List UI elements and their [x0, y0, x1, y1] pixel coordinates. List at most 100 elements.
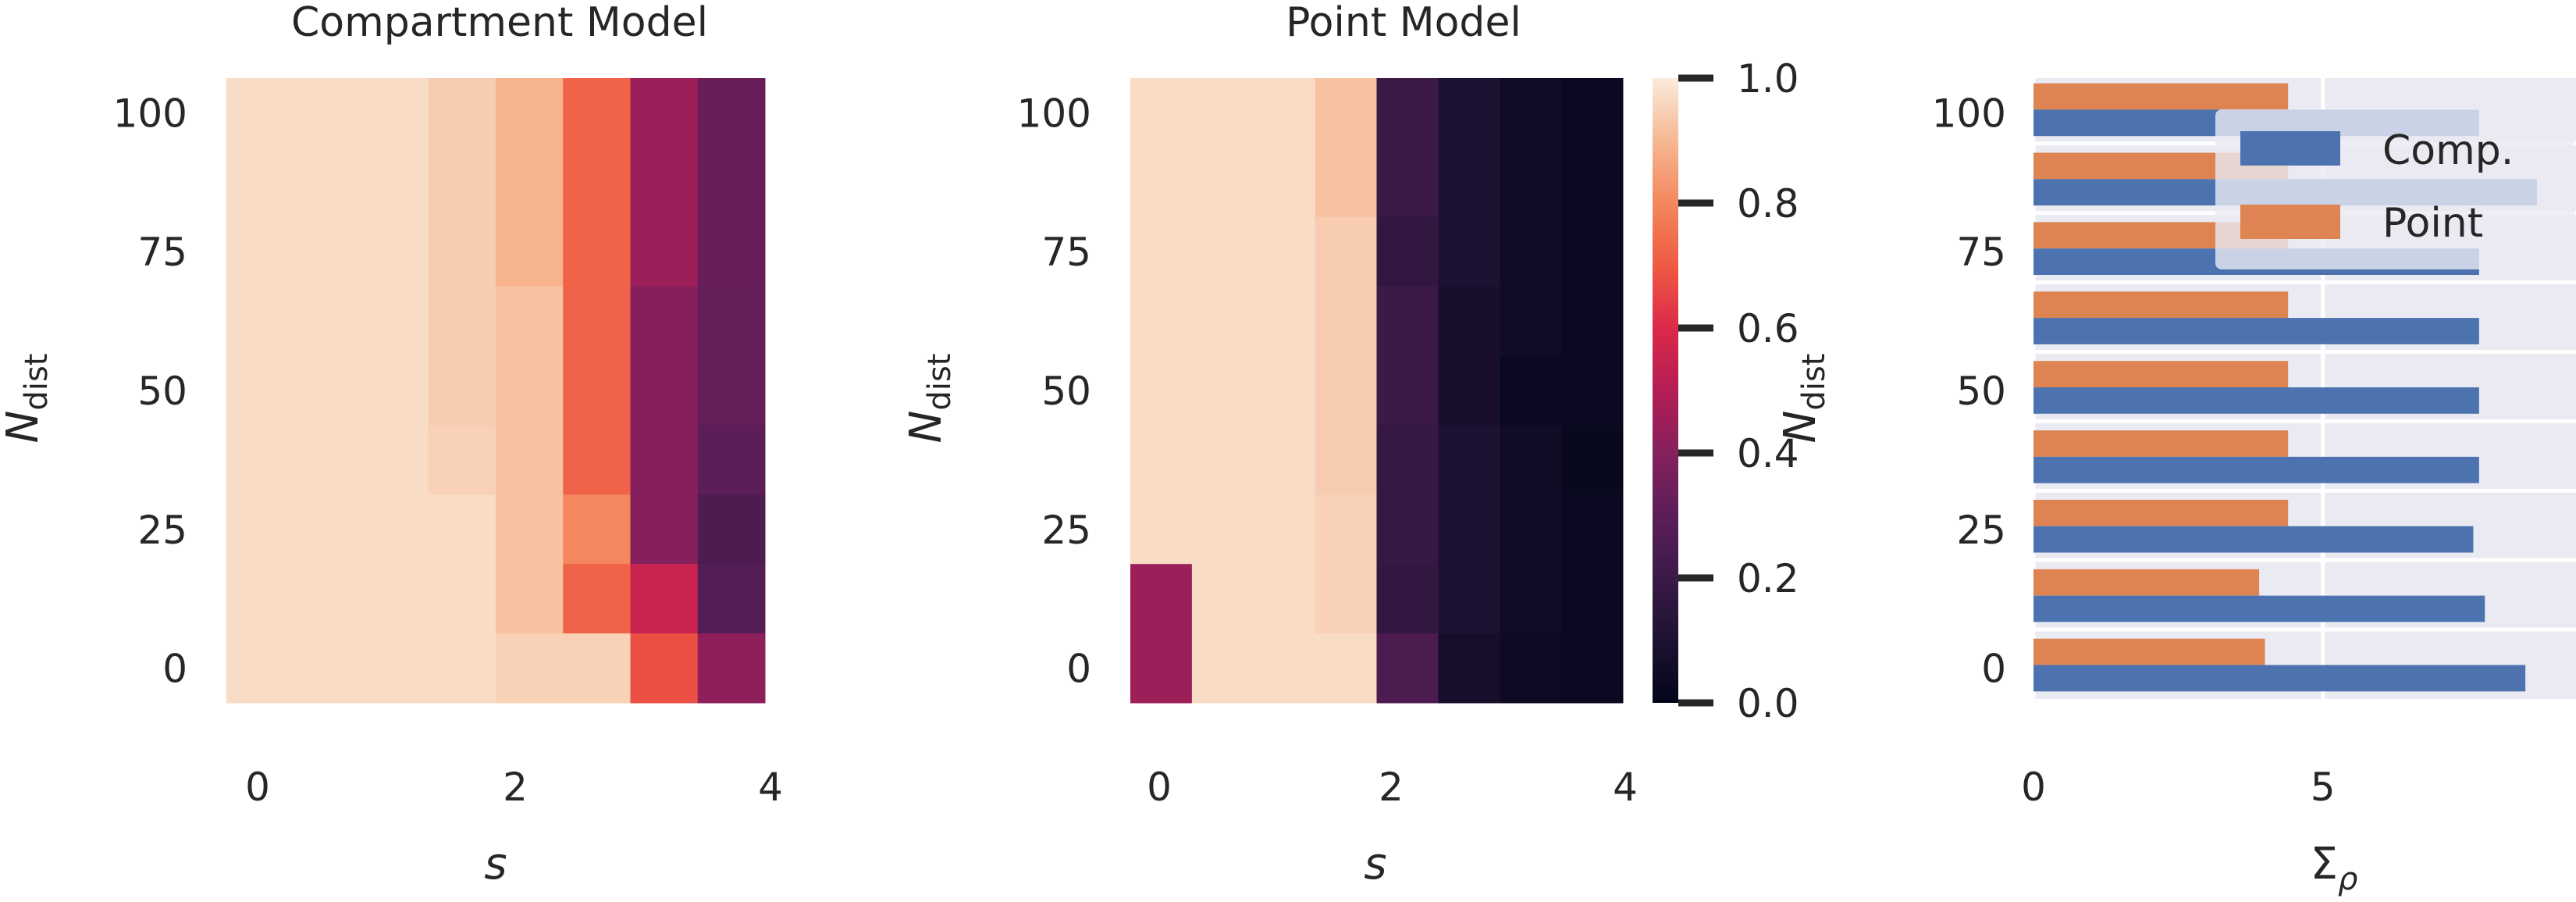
- heatmap-cell: [1130, 286, 1193, 357]
- heatmap-cell: [1376, 633, 1439, 704]
- bar-point: [2033, 569, 2260, 596]
- bar-point: [2033, 638, 2265, 665]
- heatmap-cell: [1315, 286, 1377, 357]
- heatmap-cell: [563, 355, 631, 426]
- heatmap-cell: [226, 633, 294, 704]
- heatmap-cell: [630, 425, 699, 495]
- heatmap-cell: [563, 286, 631, 357]
- bar-comp: [2033, 595, 2485, 622]
- colorbar-tick-label: 0.6: [1737, 306, 1799, 351]
- heatmap-cell: [294, 564, 361, 634]
- colorbar-tick-label: 0.4: [1737, 431, 1799, 476]
- compartment-x-label: s: [484, 839, 507, 890]
- x-tick-label: 0: [2021, 765, 2046, 810]
- legend-label-point: Point: [2382, 200, 2483, 247]
- heatmap-cell: [1561, 494, 1624, 565]
- heatmap-cell: [1130, 355, 1193, 426]
- x-tick-label: 0: [1147, 765, 1172, 810]
- heatmap-cell: [563, 425, 631, 495]
- bar-x-label: Σρ: [2311, 839, 2358, 897]
- svg-text:Ndist: Ndist: [901, 354, 958, 444]
- heatmap-cell: [1500, 355, 1562, 426]
- heatmap-cell: [1253, 216, 1316, 287]
- legend-swatch-point: [2240, 205, 2340, 239]
- point-y-ticks: 0 25 50 75 100: [1017, 91, 1091, 691]
- point-x-ticks: 0 2 4: [1147, 765, 1638, 810]
- heatmap-cell: [428, 633, 496, 704]
- heatmap-cell: [630, 494, 699, 565]
- heatmap-cell: [294, 147, 361, 218]
- heatmap-cell: [697, 425, 766, 495]
- heatmap-cell: [1130, 78, 1193, 148]
- bar-comp: [2033, 526, 2474, 553]
- heatmap-cell: [1500, 147, 1562, 218]
- bar-comp: [2033, 387, 2479, 414]
- y-tick-label: 100: [113, 91, 187, 136]
- heatmap-cell: [226, 147, 294, 218]
- heatmap-cell: [563, 147, 631, 218]
- heatmap-cell: [630, 564, 699, 634]
- heatmap-cell: [496, 564, 564, 634]
- heatmap-cell: [1253, 147, 1316, 218]
- bar-y-label: Ndist: [1775, 354, 1832, 444]
- y-tick-label: 50: [1956, 369, 2006, 414]
- y-tick-label: 100: [1932, 91, 2006, 136]
- compartment-y-label: Ndist: [0, 354, 55, 444]
- heatmap-cell: [630, 78, 699, 148]
- heatmap-cell: [428, 355, 496, 426]
- heatmap-cell: [496, 494, 564, 565]
- heatmap-cell: [697, 355, 766, 426]
- heatmap-cell: [361, 355, 429, 426]
- colorbar-tick-label: 0.2: [1737, 556, 1799, 601]
- y-tick-label: 0: [1066, 647, 1091, 692]
- legend-label-comp: Comp.: [2382, 127, 2514, 174]
- heatmap-cell: [428, 147, 496, 218]
- colorbar-tick-label: 1.0: [1737, 56, 1799, 102]
- heatmap-cell: [226, 494, 294, 565]
- compartment-x-ticks: 0 2 4: [245, 765, 783, 810]
- heatmap-cell: [630, 355, 699, 426]
- heatmap-cell: [361, 494, 429, 565]
- heatmap-cell: [1130, 216, 1193, 287]
- heatmap-cell: [1438, 564, 1500, 634]
- heatmap-cell: [1315, 147, 1377, 218]
- heatmap-cell: [1438, 216, 1500, 287]
- heatmap-cell: [428, 216, 496, 287]
- y-tick-label: 25: [1041, 508, 1091, 553]
- heatmap-cell: [1561, 425, 1624, 495]
- heatmap-cell: [1500, 494, 1562, 565]
- colorbar: [1653, 78, 1678, 703]
- heatmap-cell: [1191, 425, 1254, 495]
- heatmap-cell: [1561, 78, 1624, 148]
- heatmap-cell: [496, 78, 564, 148]
- svg-text:Ndist: Ndist: [0, 354, 55, 444]
- heatmap-cell: [1561, 216, 1624, 287]
- y-tick-label: 50: [1041, 369, 1091, 414]
- point-heatmap: [1130, 78, 1624, 704]
- heatmap-cell: [1438, 147, 1500, 218]
- heatmap-cell: [294, 216, 361, 287]
- heatmap-cell: [1438, 355, 1500, 426]
- heatmap-cell: [1191, 494, 1254, 565]
- heatmap-cell: [1253, 78, 1316, 148]
- compartment-y-ticks: 0 25 50 75 100: [113, 91, 187, 691]
- point-x-label: s: [1364, 839, 1386, 890]
- heatmap-cell: [294, 78, 361, 148]
- heatmap-cell: [697, 147, 766, 218]
- bar-point: [2033, 361, 2289, 387]
- heatmap-cell: [361, 147, 429, 218]
- heatmap-cell: [361, 633, 429, 704]
- y-tick-label: 25: [137, 508, 187, 553]
- x-tick-label: 4: [758, 765, 783, 810]
- heatmap-cell: [1315, 494, 1377, 565]
- heatmap-cell: [1130, 564, 1193, 634]
- heatmap-cell: [1253, 494, 1316, 565]
- heatmap-cell: [496, 147, 564, 218]
- heatmap-cell: [496, 425, 564, 495]
- heatmap-cell: [563, 633, 631, 704]
- heatmap-cell: [1253, 286, 1316, 357]
- heatmap-cell: [1376, 147, 1439, 218]
